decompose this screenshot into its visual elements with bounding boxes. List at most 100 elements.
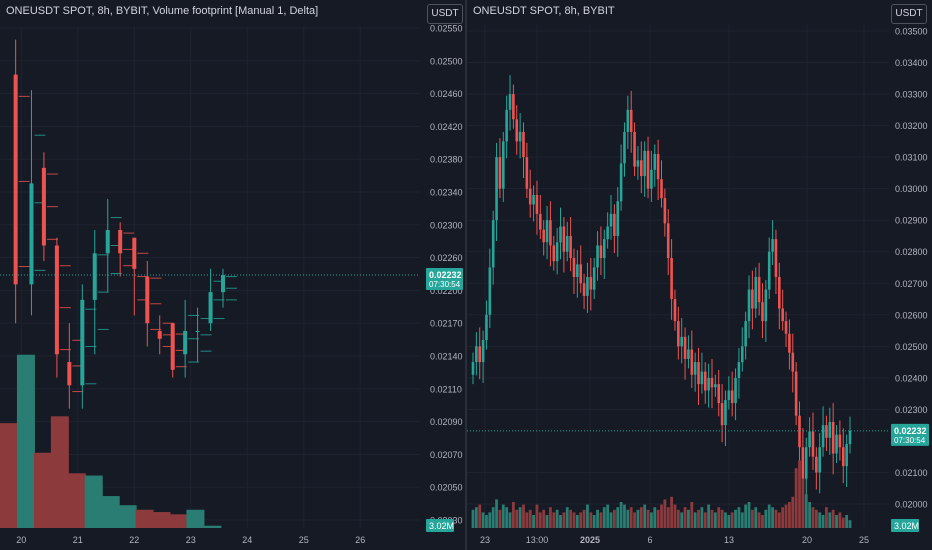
price-axis-label: 0.03300 — [895, 90, 928, 100]
volume-tag-value: 3.02M — [894, 521, 919, 531]
time-axis-label: 13 — [724, 535, 734, 545]
candle-body — [582, 283, 586, 296]
candle-body — [157, 330, 162, 339]
candle-body — [67, 362, 72, 386]
right-currency-button[interactable]: USDT — [891, 4, 927, 24]
candle-body — [697, 362, 700, 385]
candle-body — [818, 447, 822, 473]
candle-body — [525, 157, 529, 189]
volume-bar — [522, 504, 525, 528]
volume-bar — [808, 502, 812, 528]
candle-body — [535, 194, 539, 214]
right-chart-pane[interactable]: 0.03500 0.03400 0.03300 0.03200 0.03100 0.030… — [467, 0, 932, 550]
candle-body — [798, 415, 801, 448]
volume-bar — [515, 509, 519, 528]
time-axis-label: 25 — [299, 535, 309, 545]
candle-body — [764, 289, 768, 322]
candle-body — [599, 245, 603, 259]
volume-bar — [532, 515, 535, 528]
volume-bar — [491, 507, 495, 528]
pane-divider[interactable] — [465, 0, 467, 550]
price-axis-label: 0.02900 — [895, 216, 928, 226]
volume-bar — [481, 512, 485, 528]
candle-body — [170, 323, 175, 370]
current-price-value: 0.02232 — [429, 270, 462, 280]
time-axis-label: 21 — [73, 535, 83, 545]
time-axis-label: 24 — [242, 535, 252, 545]
candle-body — [677, 321, 680, 347]
left-chart-pane[interactable]: 0.02550 0.02500 0.02460 0.02420 0.02380 0.023… — [0, 0, 465, 550]
candle-body — [656, 153, 660, 180]
volume-bar — [811, 507, 815, 528]
time-axis-label: 20 — [16, 535, 26, 545]
candle-body — [845, 444, 848, 467]
candle-body — [145, 276, 150, 324]
candle-body — [754, 276, 758, 309]
candle-body — [767, 251, 771, 290]
price-axis-label: 0.02000 — [895, 500, 928, 510]
left-currency-button[interactable]: USDT — [427, 4, 463, 24]
candle-body — [576, 264, 579, 277]
candle-body — [653, 153, 657, 170]
volume-bar — [710, 509, 714, 528]
volume-bar — [602, 507, 606, 528]
price-axis-label: 0.02300 — [430, 220, 463, 230]
volume-bar — [670, 496, 673, 528]
volume-bar — [798, 460, 801, 528]
candle-body — [660, 179, 663, 199]
candle-body — [555, 242, 559, 262]
volume-bar — [744, 504, 748, 528]
candle-body — [815, 456, 818, 473]
volume-bar — [16, 354, 35, 528]
candle-body — [512, 94, 515, 120]
candle-body — [680, 336, 683, 347]
volume-bar — [478, 504, 482, 528]
volume-bar — [474, 507, 478, 528]
candle-body — [522, 131, 525, 158]
volume-bar — [508, 512, 512, 528]
volume-bar — [559, 515, 562, 528]
volume-bar — [545, 515, 549, 528]
volume-bar — [169, 514, 188, 528]
volume-bar — [67, 473, 86, 528]
right-chart-canvas[interactable]: 0.03500 0.03400 0.03300 0.03200 0.03100 0.030… — [467, 0, 932, 550]
volume-bar — [186, 509, 205, 528]
left-chart-canvas[interactable]: 0.02550 0.02500 0.02460 0.02420 0.02380 0.023… — [0, 0, 465, 550]
volume-bar — [724, 512, 727, 528]
volume-bar — [629, 507, 633, 528]
candle-body — [730, 390, 734, 404]
volume-bar — [767, 504, 771, 528]
price-axis-label: 0.02420 — [430, 122, 463, 132]
candle-body — [539, 213, 542, 230]
volume-bar — [821, 515, 825, 528]
volume-bar — [535, 504, 539, 528]
volume-bar — [569, 509, 573, 528]
candle-body — [491, 220, 495, 268]
volume-bar — [118, 505, 137, 528]
volume-bar — [814, 509, 818, 528]
candle-body — [636, 160, 640, 167]
candle-body — [619, 163, 623, 202]
volume-bar — [538, 512, 542, 528]
candle-body — [478, 346, 482, 363]
candle-body — [592, 267, 596, 290]
volume-bar — [845, 515, 849, 528]
candle-body — [515, 119, 519, 142]
candle-body — [633, 131, 636, 167]
candle-body — [646, 150, 650, 189]
candle-body — [821, 425, 825, 448]
candle-body — [663, 198, 667, 224]
candle-body — [471, 362, 475, 375]
candle-body — [841, 447, 845, 467]
candle-body — [747, 289, 751, 322]
candle-body — [724, 399, 727, 426]
candle-body — [495, 157, 498, 221]
volume-bar — [734, 509, 737, 528]
volume-bar — [599, 512, 603, 528]
volume-bar — [754, 507, 758, 528]
volume-tag — [891, 519, 919, 532]
right-chart-title: ONEUSDT SPOT, 8h, BYBIT — [473, 5, 615, 17]
candle-body — [693, 362, 697, 375]
price-axis-label: 0.02300 — [895, 405, 928, 415]
candle-body — [710, 377, 714, 388]
